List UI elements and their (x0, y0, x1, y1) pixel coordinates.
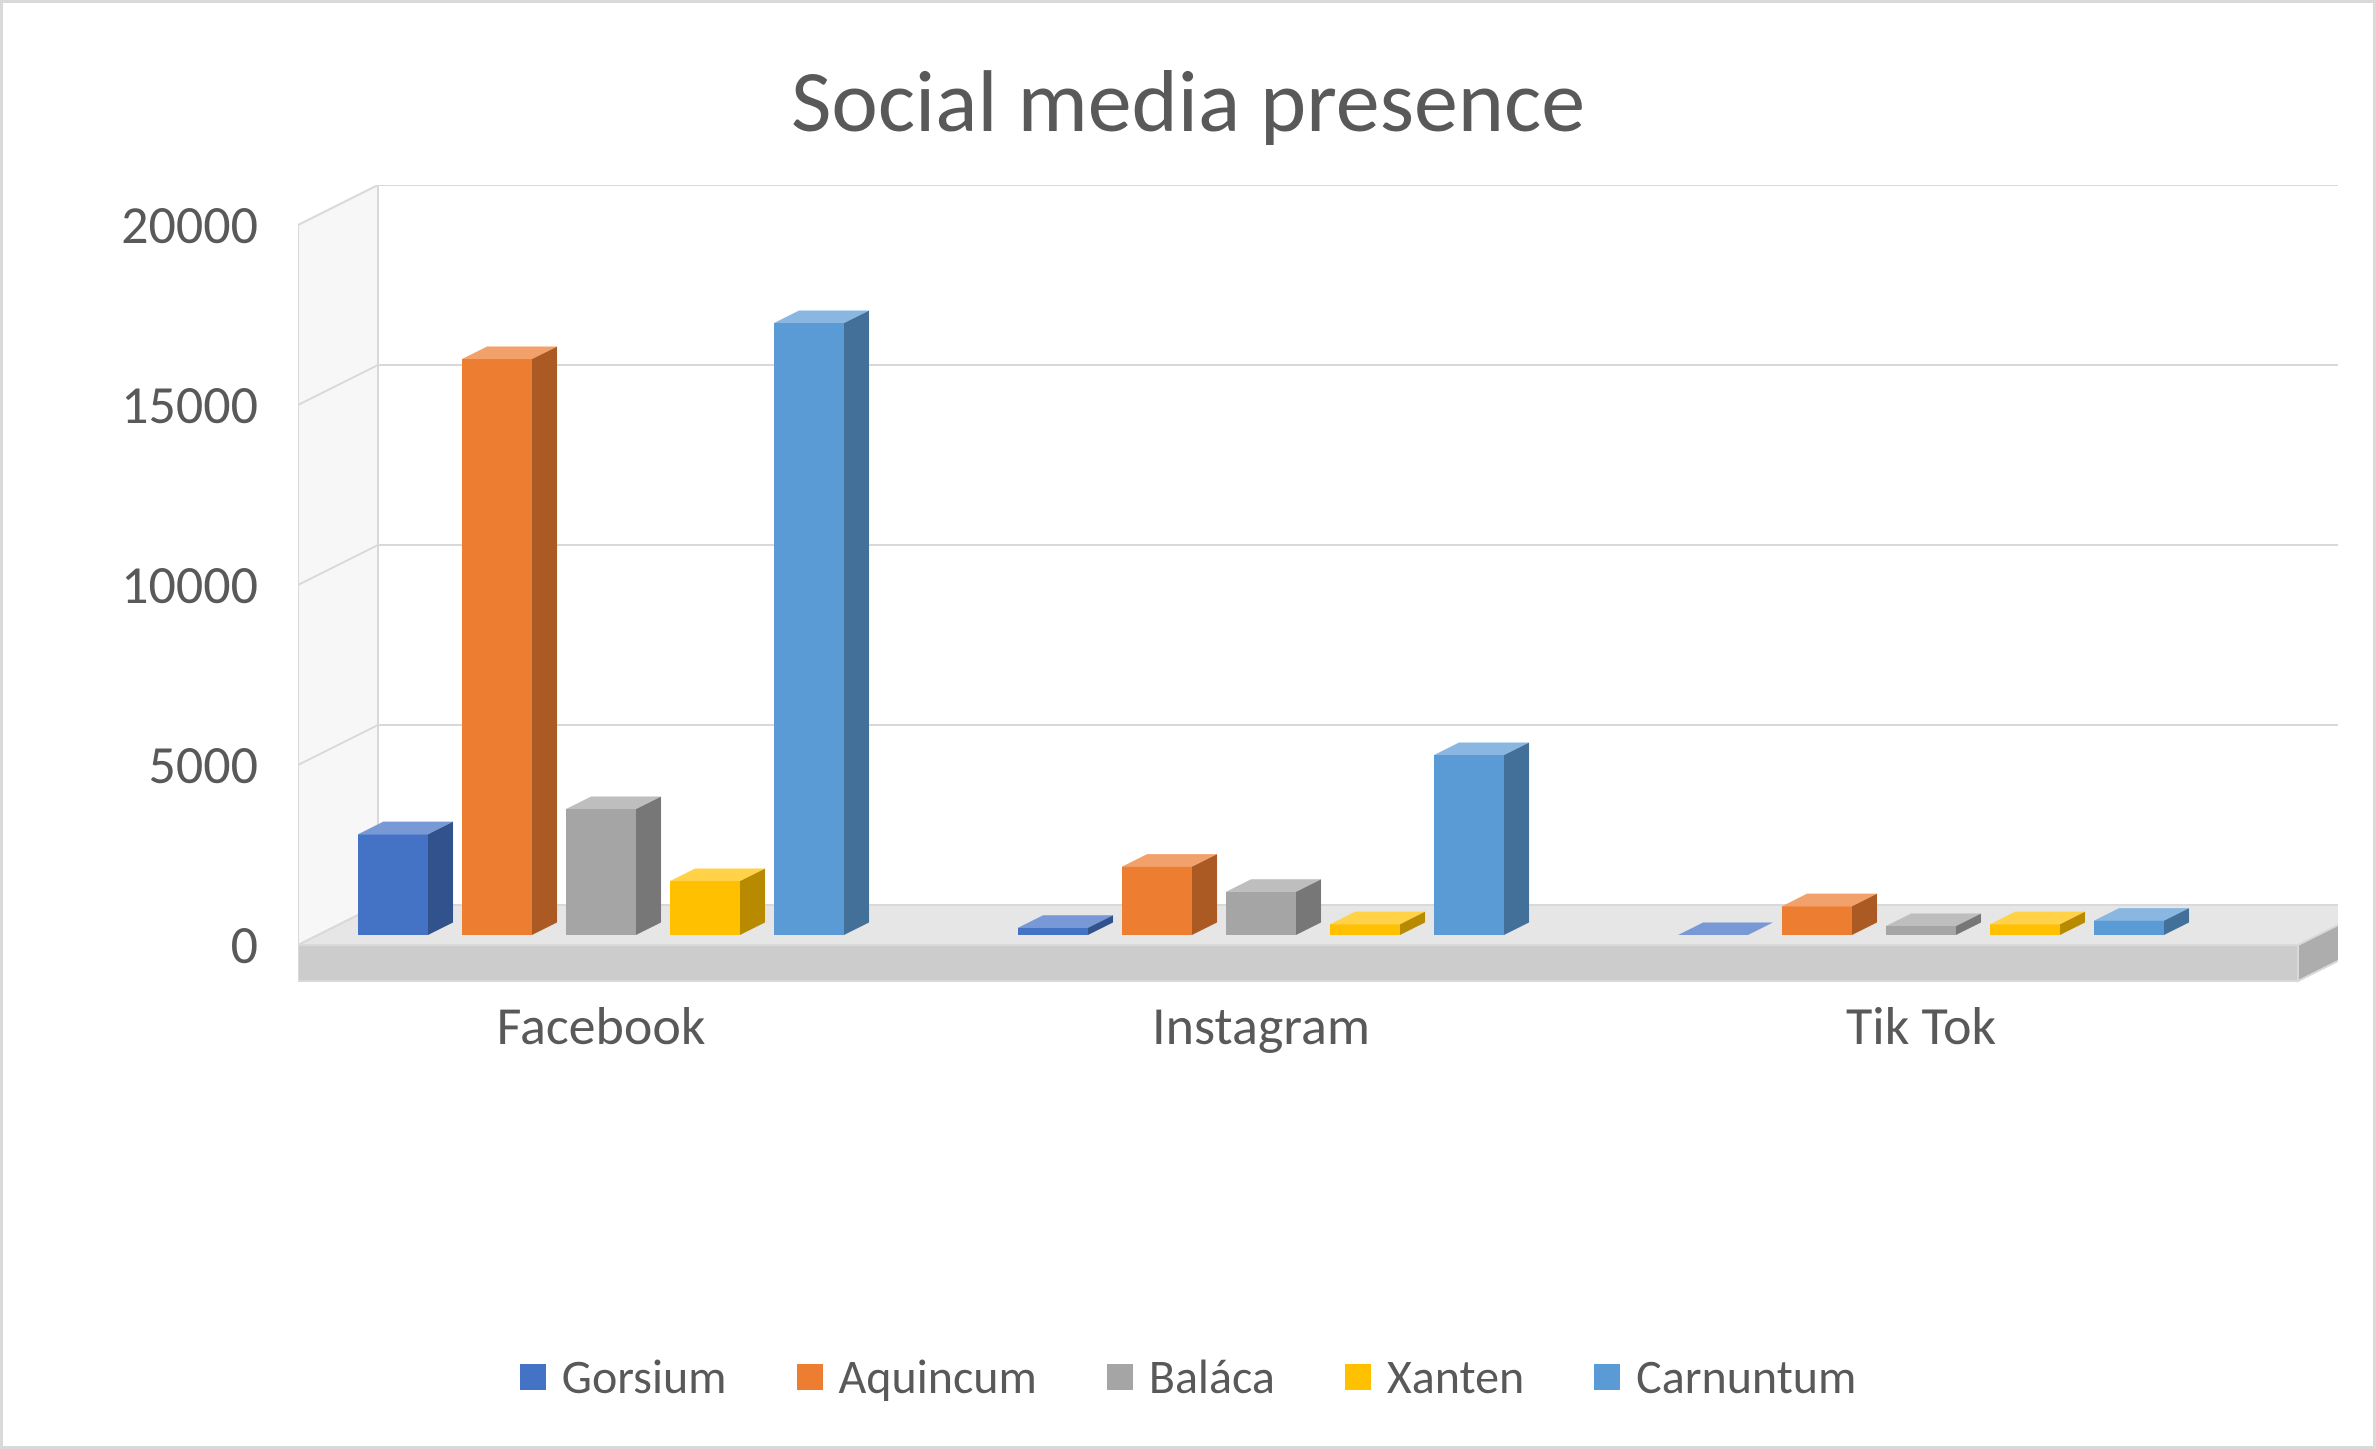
legend-label: Baláca (1149, 1347, 1275, 1406)
legend-label: Gorsium (562, 1347, 727, 1406)
y-tick-label: 10000 (121, 552, 258, 618)
y-tick-label: 20000 (121, 192, 258, 258)
legend-label: Aquincum (839, 1347, 1037, 1406)
legend-swatch (1345, 1364, 1371, 1390)
legend-item: Aquincum (797, 1347, 1037, 1406)
bar-chart-svg (298, 185, 2338, 991)
y-axis-labels: 0 5000 10000 15000 20000 (38, 185, 278, 991)
legend-swatch (520, 1364, 546, 1390)
category-label: Facebook (401, 993, 801, 1059)
legend-item: Carnuntum (1594, 1347, 1856, 1406)
category-label: Instagram (1061, 993, 1461, 1059)
y-tick-label: 15000 (121, 372, 258, 438)
plot-area: 0 5000 10000 15000 20000 Facebook Instagram Ti… (38, 185, 2338, 1101)
chart-container: Social media presence 0 5000 10000 15000 200… (0, 0, 2376, 1449)
legend-swatch (1594, 1364, 1620, 1390)
chart-title: Social media presence (27, 47, 2349, 155)
category-label: Tik Tok (1721, 993, 2121, 1059)
legend-swatch (1107, 1364, 1133, 1390)
legend-item: Xanten (1345, 1347, 1524, 1406)
x-axis-labels: Facebook Instagram Tik Tok (298, 993, 2298, 1093)
legend-label: Xanten (1387, 1347, 1524, 1406)
legend-item: Baláca (1107, 1347, 1275, 1406)
legend-item: Gorsium (520, 1347, 727, 1406)
legend-label: Carnuntum (1636, 1347, 1856, 1406)
legend: Gorsium Aquincum Baláca Xanten Carnuntum (3, 1347, 2373, 1406)
y-tick-label: 0 (231, 912, 258, 978)
y-tick-label: 5000 (149, 732, 258, 798)
legend-swatch (797, 1364, 823, 1390)
